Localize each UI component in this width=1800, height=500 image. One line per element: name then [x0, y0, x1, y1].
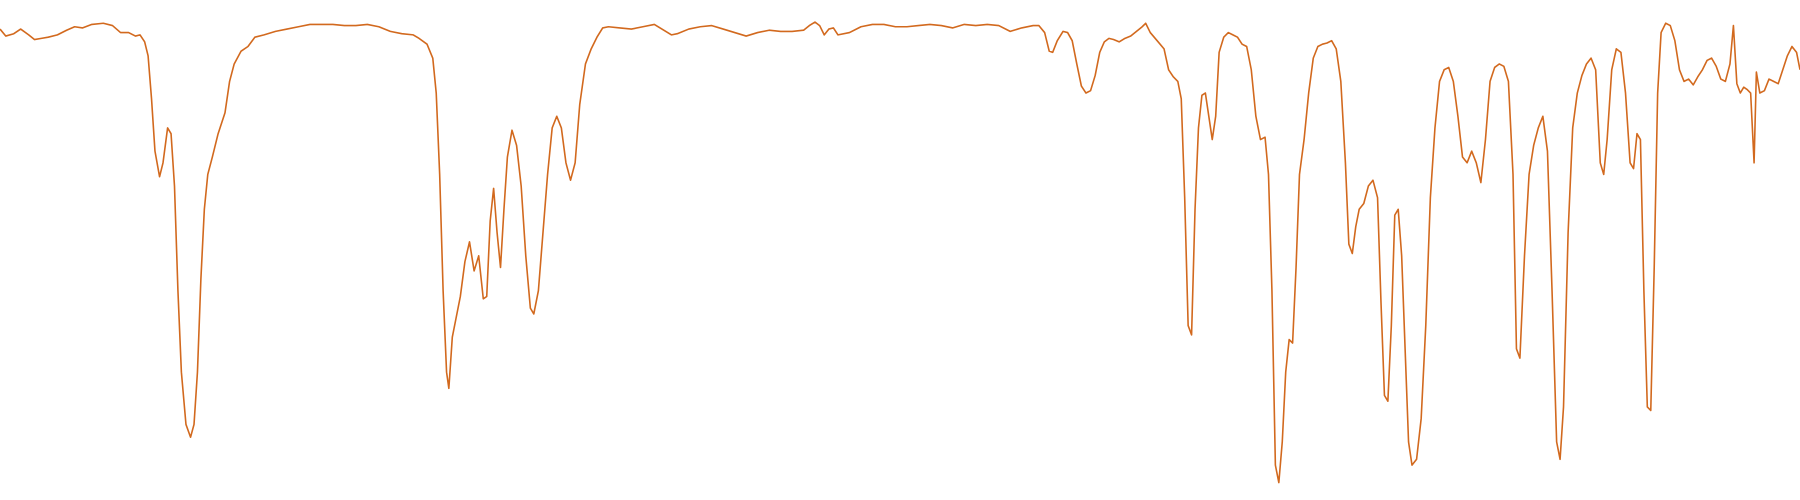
spectrum-line — [0, 21, 1800, 484]
